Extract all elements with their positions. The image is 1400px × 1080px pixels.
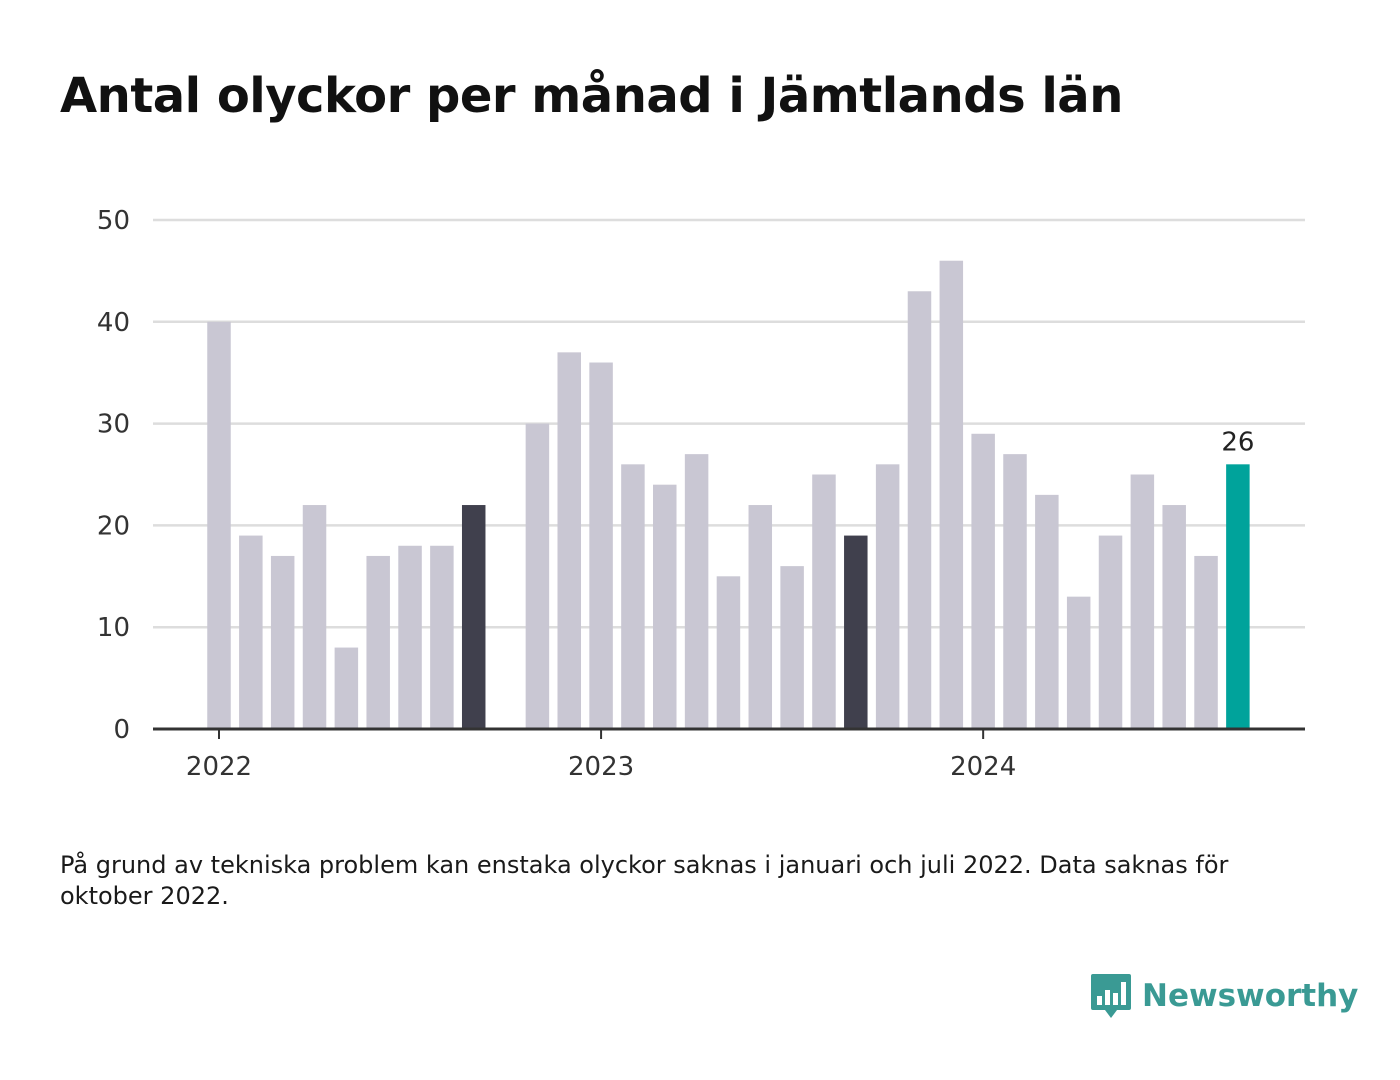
bar-2023-03 [653, 484, 677, 729]
bar-chart: 0 10 20 30 40 50 2022 2023 2024 26 [97, 206, 1305, 782]
bar-2022-02 [239, 535, 263, 729]
bar-2023-02 [621, 464, 645, 729]
bar-2022-05 [334, 647, 359, 729]
bar-2022-11 [525, 423, 550, 729]
bar-2023-11 [907, 291, 932, 729]
bar-2023-07 [780, 566, 804, 729]
bar-2022-08 [430, 545, 454, 729]
bar-2022-06 [366, 555, 390, 729]
y-tick-label: 50 [97, 206, 130, 236]
bar-2022-09 [461, 505, 486, 729]
data-labels: 26 [1221, 427, 1254, 457]
newsworthy-logo-icon [1091, 974, 1131, 1018]
bar-2024-01 [971, 433, 995, 729]
bar-value-label: 26 [1221, 427, 1254, 457]
bar-2023-10 [875, 464, 900, 729]
bar-2024-07 [1162, 505, 1186, 729]
bar-2023-06 [748, 505, 773, 729]
x-tick-label: 2024 [950, 752, 1016, 782]
bar-2024-05 [1098, 535, 1123, 729]
bar-2024-02 [1003, 454, 1027, 729]
bar-2022-07 [398, 545, 422, 729]
bar-2024-09 [1226, 464, 1250, 729]
brand-logo[interactable]: Newsworthy [1090, 970, 1358, 1022]
chart-title: Antal olyckor per månad i Jämtlands län [60, 68, 1123, 124]
bar-2023-09 [844, 535, 868, 729]
bar-2022-12 [557, 352, 581, 729]
brand-name: Newsworthy [1142, 978, 1359, 1014]
x-axis: 2022 2023 2024 [153, 727, 1305, 782]
bar-2023-12 [939, 260, 964, 729]
bars [207, 260, 1250, 729]
y-tick-label: 10 [97, 613, 130, 643]
y-tick-label: 40 [97, 308, 130, 338]
y-tick-label: 0 [113, 715, 130, 745]
bar-2022-01 [207, 321, 231, 729]
bar-2023-08 [812, 474, 836, 729]
bar-2024-06 [1130, 474, 1155, 729]
footnote: På grund av tekniska problem kan enstaka… [60, 851, 1229, 910]
bar-2023-05 [716, 576, 741, 729]
bar-2024-08 [1194, 555, 1218, 729]
x-tick-label: 2023 [568, 752, 634, 782]
bar-2022-03 [270, 555, 295, 729]
y-axis-ticks: 0 10 20 30 40 50 [97, 206, 130, 745]
bar-2022-04 [302, 505, 327, 729]
bar-2024-03 [1035, 494, 1059, 729]
x-tick-label: 2022 [186, 752, 252, 782]
bar-2024-04 [1066, 596, 1091, 729]
bar-2023-01 [589, 362, 613, 729]
y-tick-label: 20 [97, 511, 130, 541]
y-tick-label: 30 [97, 410, 130, 440]
bar-2023-04 [684, 454, 709, 729]
